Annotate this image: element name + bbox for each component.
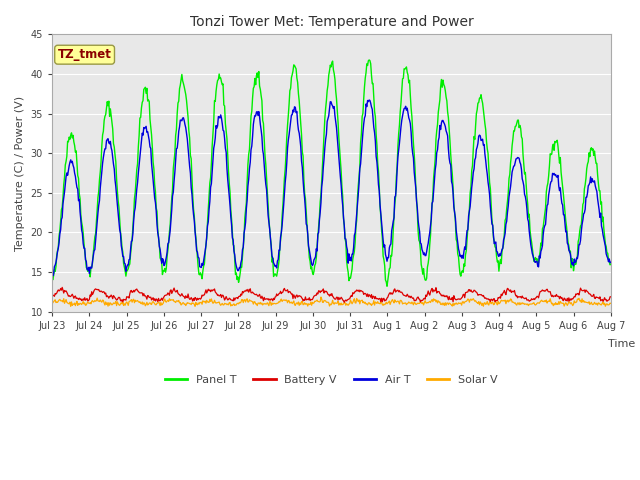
Solar V	[67, 303, 75, 309]
Panel T	[58, 204, 66, 210]
Battery V	[173, 288, 181, 293]
Panel T	[383, 283, 391, 289]
Panel T	[48, 276, 56, 281]
X-axis label: Time: Time	[609, 339, 636, 349]
Air T	[59, 201, 67, 207]
Solar V	[317, 294, 324, 300]
Air T	[401, 105, 409, 111]
Panel T	[202, 242, 210, 248]
Battery V	[59, 287, 67, 293]
Solar V	[401, 300, 409, 306]
Text: TZ_tmet: TZ_tmet	[58, 48, 111, 61]
Battery V	[58, 285, 66, 290]
Title: Tonzi Tower Met: Temperature and Power: Tonzi Tower Met: Temperature and Power	[189, 15, 474, 29]
Air T	[417, 241, 425, 247]
Solar V	[58, 298, 66, 303]
Panel T	[173, 127, 180, 132]
Line: Panel T: Panel T	[52, 60, 611, 286]
Line: Battery V: Battery V	[52, 288, 611, 302]
Air T	[365, 97, 373, 103]
Battery V	[417, 298, 425, 303]
Air T	[607, 260, 614, 265]
Panel T	[116, 216, 124, 222]
Air T	[203, 233, 211, 239]
Air T	[116, 230, 124, 236]
Air T	[173, 145, 181, 151]
Air T	[48, 268, 56, 274]
Line: Air T: Air T	[52, 100, 611, 276]
Y-axis label: Temperature (C) / Power (V): Temperature (C) / Power (V)	[15, 96, 25, 251]
Line: Solar V: Solar V	[52, 297, 611, 306]
Battery V	[607, 294, 614, 300]
Legend: Panel T, Battery V, Air T, Solar V: Panel T, Battery V, Air T, Solar V	[161, 371, 502, 389]
Panel T	[417, 262, 425, 267]
Solar V	[173, 298, 181, 304]
Solar V	[203, 298, 211, 303]
Battery V	[116, 298, 124, 303]
Panel T	[401, 66, 409, 72]
Air T	[49, 273, 57, 278]
Battery V	[401, 293, 409, 299]
Battery V	[340, 300, 348, 305]
Panel T	[607, 262, 614, 267]
Panel T	[365, 57, 373, 63]
Solar V	[116, 301, 124, 307]
Solar V	[417, 300, 425, 305]
Solar V	[48, 301, 56, 307]
Battery V	[203, 290, 211, 296]
Battery V	[48, 294, 56, 300]
Solar V	[607, 300, 614, 306]
